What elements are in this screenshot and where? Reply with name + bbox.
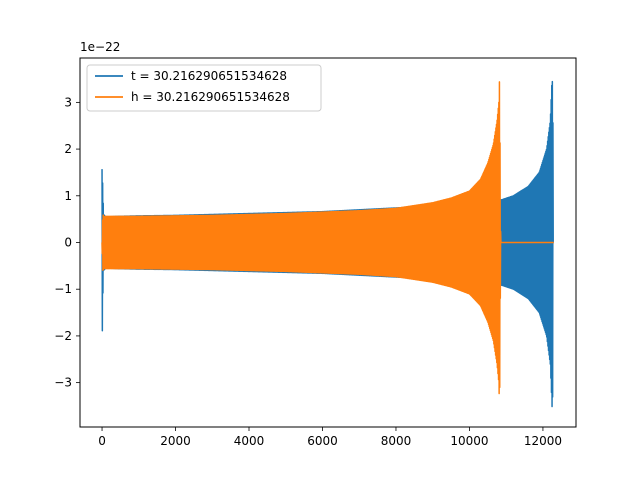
x-tick-label: 4000 xyxy=(234,434,265,448)
legend: t = 30.216290651534628 h = 30.2162906515… xyxy=(86,64,322,112)
y-tick-label: −2 xyxy=(54,329,72,343)
x-tick-label: 6000 xyxy=(307,434,338,448)
x-tick-label: 12000 xyxy=(524,434,562,448)
x-tick-label: 10000 xyxy=(450,434,488,448)
y-tick-label: 1 xyxy=(64,189,72,203)
y-tick-label: 3 xyxy=(64,95,72,109)
x-tick-label: 0 xyxy=(98,434,106,448)
legend-box xyxy=(86,64,322,112)
y-scale-label: 1e−22 xyxy=(80,40,120,54)
x-axis: 0 2000 4000 6000 8000 10000 12000 xyxy=(98,427,562,448)
y-tick-label: 0 xyxy=(64,236,72,250)
x-tick-label: 8000 xyxy=(381,434,412,448)
legend-label-h: h = 30.216290651534628 xyxy=(131,90,290,104)
series-h-line xyxy=(101,81,555,395)
y-axis: −3 −2 −1 0 1 2 3 xyxy=(54,95,80,390)
x-tick-label: 2000 xyxy=(160,434,191,448)
y-tick-label: 2 xyxy=(64,142,72,156)
legend-label-t: t = 30.216290651534628 xyxy=(131,69,287,83)
series-layer xyxy=(101,80,555,408)
y-tick-label: −3 xyxy=(54,376,72,390)
y-tick-label: −1 xyxy=(54,282,72,296)
